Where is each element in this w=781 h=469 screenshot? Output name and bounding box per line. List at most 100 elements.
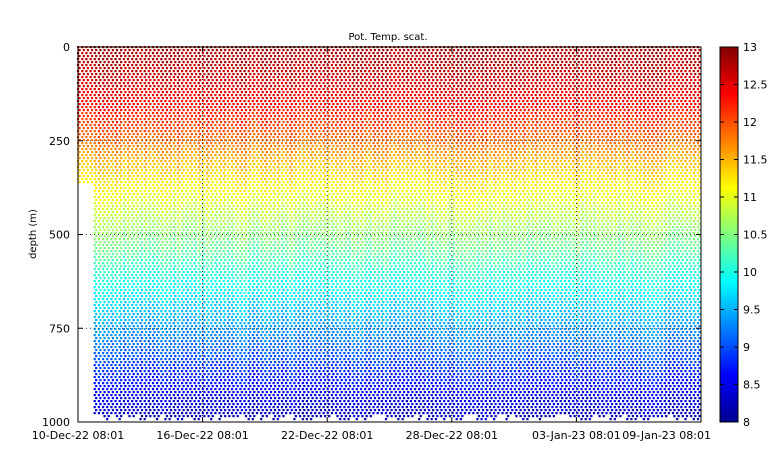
data-point: [211, 385, 214, 388]
data-point: [182, 277, 185, 280]
data-point: [176, 346, 179, 349]
data-point: [149, 115, 152, 118]
data-point: [224, 73, 227, 76]
data-point: [160, 292, 163, 295]
data-point: [190, 103, 193, 106]
data-point: [218, 334, 221, 337]
data-point: [236, 337, 239, 340]
data-point: [131, 328, 134, 331]
data-point: [199, 331, 202, 334]
data-point: [193, 154, 196, 157]
data-point: [228, 367, 231, 370]
data-point: [211, 211, 214, 214]
data-point: [135, 70, 138, 73]
data-point: [186, 157, 189, 160]
data-point: [243, 412, 246, 415]
data-point: [206, 256, 209, 259]
data-point: [220, 91, 223, 94]
data-point: [178, 325, 181, 328]
data-point: [102, 82, 105, 85]
data-point: [95, 391, 98, 394]
data-point: [232, 127, 235, 130]
data-point: [230, 340, 234, 343]
data-point: [176, 172, 179, 175]
data-point: [228, 235, 231, 238]
data-point: [89, 82, 92, 85]
data-point: [199, 121, 202, 124]
data-point: [182, 379, 185, 382]
data-point: [120, 55, 123, 58]
data-point: [164, 106, 167, 109]
data-point: [99, 283, 102, 286]
data-point: [244, 241, 248, 244]
data-point: [151, 58, 155, 61]
data-point: [222, 328, 225, 331]
data-point: [220, 391, 223, 394]
data-point: [132, 385, 135, 388]
data-point: [85, 112, 88, 115]
data-point: [106, 382, 109, 385]
data-point: [236, 127, 239, 130]
data-point: [203, 403, 206, 406]
data-point: [239, 58, 242, 61]
data-point: [193, 142, 196, 145]
data-point: [103, 403, 106, 406]
data-point: [161, 115, 164, 118]
data-point: [195, 319, 198, 322]
data-point: [151, 202, 155, 205]
data-point: [102, 256, 105, 259]
data-point: [210, 130, 213, 133]
data-point: [110, 358, 113, 361]
data-point: [199, 175, 202, 178]
data-point: [91, 121, 94, 124]
data-point: [210, 280, 213, 283]
data-point: [178, 157, 181, 160]
data-point: [253, 55, 256, 58]
data-point: [222, 100, 225, 103]
data-point: [181, 406, 184, 409]
data-point: [102, 88, 105, 91]
data-point: [226, 106, 229, 109]
data-point: [182, 355, 185, 358]
data-point: [172, 388, 175, 391]
data-point: [149, 319, 152, 322]
data-point: [210, 226, 213, 229]
data-point: [149, 151, 152, 154]
data-point: [128, 55, 131, 58]
data-point: [215, 385, 218, 388]
data-point: [189, 382, 192, 385]
data-point: [111, 253, 114, 256]
data-point: [243, 160, 246, 163]
data-point: [139, 52, 142, 55]
data-point: [128, 295, 131, 298]
data-point: [153, 79, 156, 82]
data-point: [181, 124, 184, 127]
data-point: [147, 400, 150, 403]
data-point: [170, 61, 173, 64]
data-point: [140, 127, 144, 130]
data-point: [95, 271, 98, 274]
data-point: [160, 376, 163, 379]
data-point: [107, 301, 110, 304]
data-point: [235, 322, 238, 325]
data-point: [214, 304, 217, 307]
data-point: [149, 169, 152, 172]
data-point: [190, 295, 193, 298]
data-point: [128, 367, 131, 370]
data-point: [186, 85, 189, 88]
data-point: [160, 298, 163, 301]
data-point: [211, 73, 214, 76]
data-point: [240, 85, 243, 88]
data-point: [172, 304, 175, 307]
data-point: [222, 280, 225, 283]
data-point: [103, 337, 106, 340]
data-point: [118, 304, 121, 307]
data-point: [203, 163, 206, 166]
data-point: [247, 214, 250, 217]
data-point: [176, 232, 179, 235]
data-point: [164, 184, 167, 187]
data-point: [85, 52, 88, 55]
data-point: [230, 370, 234, 373]
data-point: [145, 247, 148, 250]
data-point: [226, 358, 229, 361]
